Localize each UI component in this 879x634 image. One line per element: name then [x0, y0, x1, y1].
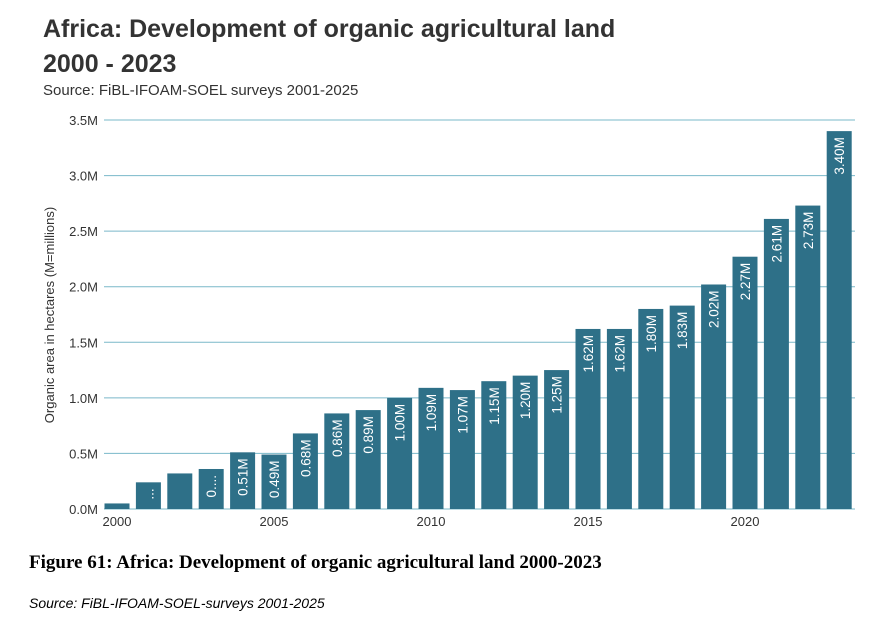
bar — [387, 397, 413, 509]
bar — [575, 328, 601, 509]
bar-data-label: 2.27M — [738, 263, 753, 301]
bar — [135, 482, 161, 509]
bar — [230, 452, 256, 509]
x-tick-label: 2000 — [103, 514, 132, 529]
y-tick-label: 2.5M — [69, 224, 98, 239]
bar-data-label: 2.73M — [801, 212, 816, 250]
bar — [732, 256, 758, 509]
bar-data-label: 0.49M — [267, 461, 282, 499]
bar-data-label: 1.62M — [612, 335, 627, 373]
bar — [167, 473, 193, 509]
bar-data-label: 1.07M — [455, 396, 470, 434]
bar-data-label: 1.09M — [424, 394, 439, 432]
bar — [638, 308, 664, 509]
bar-data-label: 1.62M — [581, 335, 596, 373]
bar-data-label: 1.00M — [393, 404, 408, 442]
bar — [198, 468, 224, 509]
bar — [292, 433, 318, 509]
bar-data-label: 1.83M — [675, 312, 690, 350]
bar-data-label: ... — [141, 488, 156, 499]
bar-data-label: 1.80M — [644, 315, 659, 353]
y-axis-label: Organic area in hectares (M=millions) — [42, 207, 57, 423]
bar-data-label: 0.51M — [236, 458, 251, 496]
bar-data-label: 0.89M — [361, 416, 376, 454]
bar-data-label: 2.61M — [769, 225, 784, 263]
bar — [669, 305, 695, 509]
chart-title-line-2: 2000 - 2023 — [43, 50, 177, 78]
bar — [701, 284, 727, 509]
bar-data-label: 2.02M — [707, 290, 722, 328]
x-tick-label: 2020 — [731, 514, 760, 529]
bar — [104, 503, 130, 509]
bar — [606, 328, 632, 509]
bar-data-label: 1.25M — [550, 376, 565, 414]
x-tick-label: 2015 — [574, 514, 603, 529]
chart-title-line-1: Africa: Development of organic agricultu… — [43, 15, 616, 43]
chart-subtitle: Source: FiBL-IFOAM-SOEL surveys 2001-202… — [43, 82, 359, 99]
x-tick-label: 2005 — [260, 514, 289, 529]
bar-data-label: 0.68M — [298, 439, 313, 477]
bar-data-label: 1.15M — [487, 387, 502, 425]
bar — [449, 390, 475, 509]
bar-data-label: 3.40M — [832, 137, 847, 175]
bar — [795, 205, 821, 509]
bar — [826, 131, 852, 509]
chart-title: Africa: Development of organic agricultu… — [43, 12, 843, 82]
bar — [481, 381, 507, 509]
bar — [324, 413, 350, 509]
y-tick-label: 1.0M — [69, 391, 98, 406]
bar — [763, 218, 789, 509]
figure-caption: Figure 61: Africa: Development of organi… — [29, 552, 602, 573]
figure-source: Source: FiBL-IFOAM-SOEL-surveys 2001-202… — [29, 595, 325, 611]
bar-chart: 0.0M 0.5M 1.0M 1.5M 2.0M 2.5M 3.0M 3.5M Organic … — [42, 113, 855, 529]
bar — [544, 370, 570, 509]
bar-data-label: 0.... — [204, 475, 219, 498]
x-tick-label: 2010 — [417, 514, 446, 529]
y-tick-label: 3.0M — [69, 169, 98, 184]
bar — [418, 387, 444, 509]
y-tick-label: 0.5M — [69, 446, 98, 461]
bar — [261, 454, 287, 509]
bar — [512, 375, 538, 509]
bar — [355, 410, 381, 509]
y-tick-label: 1.5M — [69, 335, 98, 350]
bar-data-label: 1.20M — [518, 382, 533, 420]
y-tick-label: 0.0M — [69, 502, 98, 517]
bar-data-label: 0.86M — [330, 419, 345, 457]
y-tick-label: 2.0M — [69, 280, 98, 295]
y-tick-label: 3.5M — [69, 113, 98, 128]
